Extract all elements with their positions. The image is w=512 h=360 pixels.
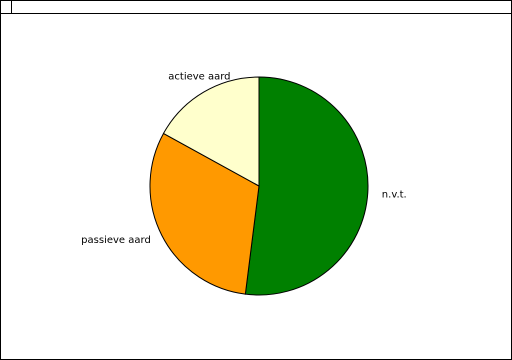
pie-slice-passieve-aard xyxy=(149,132,260,295)
pie-label-passieve-aard: passieve aard xyxy=(81,235,151,246)
pie-slices xyxy=(149,76,369,296)
pie-label-actieve-aard: actieve aard xyxy=(168,71,230,82)
pie-slice-actieve-aard xyxy=(162,76,260,187)
pie-label-n-v-t-: n.v.t. xyxy=(382,189,407,200)
top-strip xyxy=(1,1,511,14)
top-strip-cell xyxy=(1,1,12,13)
pie-slice-n-v-t- xyxy=(244,76,369,296)
pie-labels: n.v.t. passieve aard actieve aard xyxy=(81,71,407,246)
